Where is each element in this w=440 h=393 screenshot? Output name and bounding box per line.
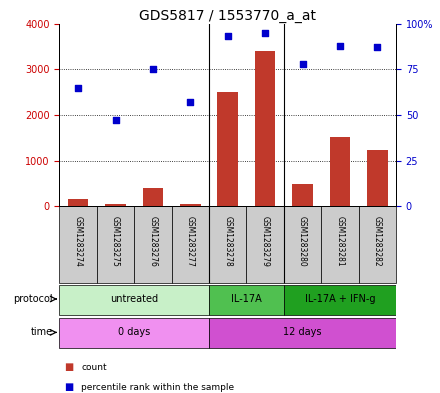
Bar — [59, 206, 97, 283]
Bar — [321, 206, 359, 283]
Bar — [255, 51, 275, 206]
Text: untreated: untreated — [110, 294, 158, 304]
Point — [224, 33, 231, 40]
Text: IL-17A + IFN-g: IL-17A + IFN-g — [304, 294, 375, 304]
Bar — [97, 206, 134, 283]
Text: GSM1283281: GSM1283281 — [335, 215, 345, 266]
Bar — [59, 318, 209, 348]
Text: 12 days: 12 days — [283, 327, 322, 338]
Text: GSM1283275: GSM1283275 — [111, 215, 120, 266]
Bar — [330, 137, 350, 206]
Bar — [209, 318, 396, 348]
Text: GSM1283277: GSM1283277 — [186, 215, 195, 266]
Text: ■: ■ — [64, 382, 73, 392]
Bar — [105, 204, 126, 206]
Point — [261, 29, 268, 36]
Text: 0 days: 0 days — [118, 327, 150, 338]
Bar — [359, 206, 396, 283]
Point — [112, 117, 119, 123]
Text: time: time — [31, 327, 53, 338]
Bar — [284, 206, 321, 283]
Bar — [246, 206, 284, 283]
Text: GSM1283276: GSM1283276 — [148, 215, 158, 266]
Point — [374, 44, 381, 50]
Text: ■: ■ — [64, 362, 73, 373]
Title: GDS5817 / 1553770_a_at: GDS5817 / 1553770_a_at — [139, 9, 316, 22]
Text: GSM1283274: GSM1283274 — [73, 215, 83, 266]
Point — [187, 99, 194, 105]
Point — [75, 84, 82, 91]
Text: GSM1283282: GSM1283282 — [373, 215, 382, 266]
Bar — [68, 200, 88, 206]
Text: IL-17A: IL-17A — [231, 294, 262, 304]
Bar — [209, 206, 246, 283]
Point — [299, 61, 306, 67]
Point — [149, 66, 157, 72]
Bar — [367, 150, 388, 206]
Text: percentile rank within the sample: percentile rank within the sample — [81, 383, 235, 391]
Text: GSM1283280: GSM1283280 — [298, 215, 307, 266]
Point — [337, 42, 344, 49]
Bar — [180, 204, 201, 206]
Bar — [284, 285, 396, 315]
Bar — [134, 206, 172, 283]
Text: GSM1283278: GSM1283278 — [223, 215, 232, 266]
Text: protocol: protocol — [13, 294, 53, 304]
Bar — [59, 285, 209, 315]
Bar — [143, 188, 163, 206]
Text: count: count — [81, 363, 107, 372]
Bar — [292, 184, 313, 206]
Bar — [209, 285, 284, 315]
Bar — [217, 92, 238, 206]
Text: GSM1283279: GSM1283279 — [260, 215, 270, 266]
Bar — [172, 206, 209, 283]
